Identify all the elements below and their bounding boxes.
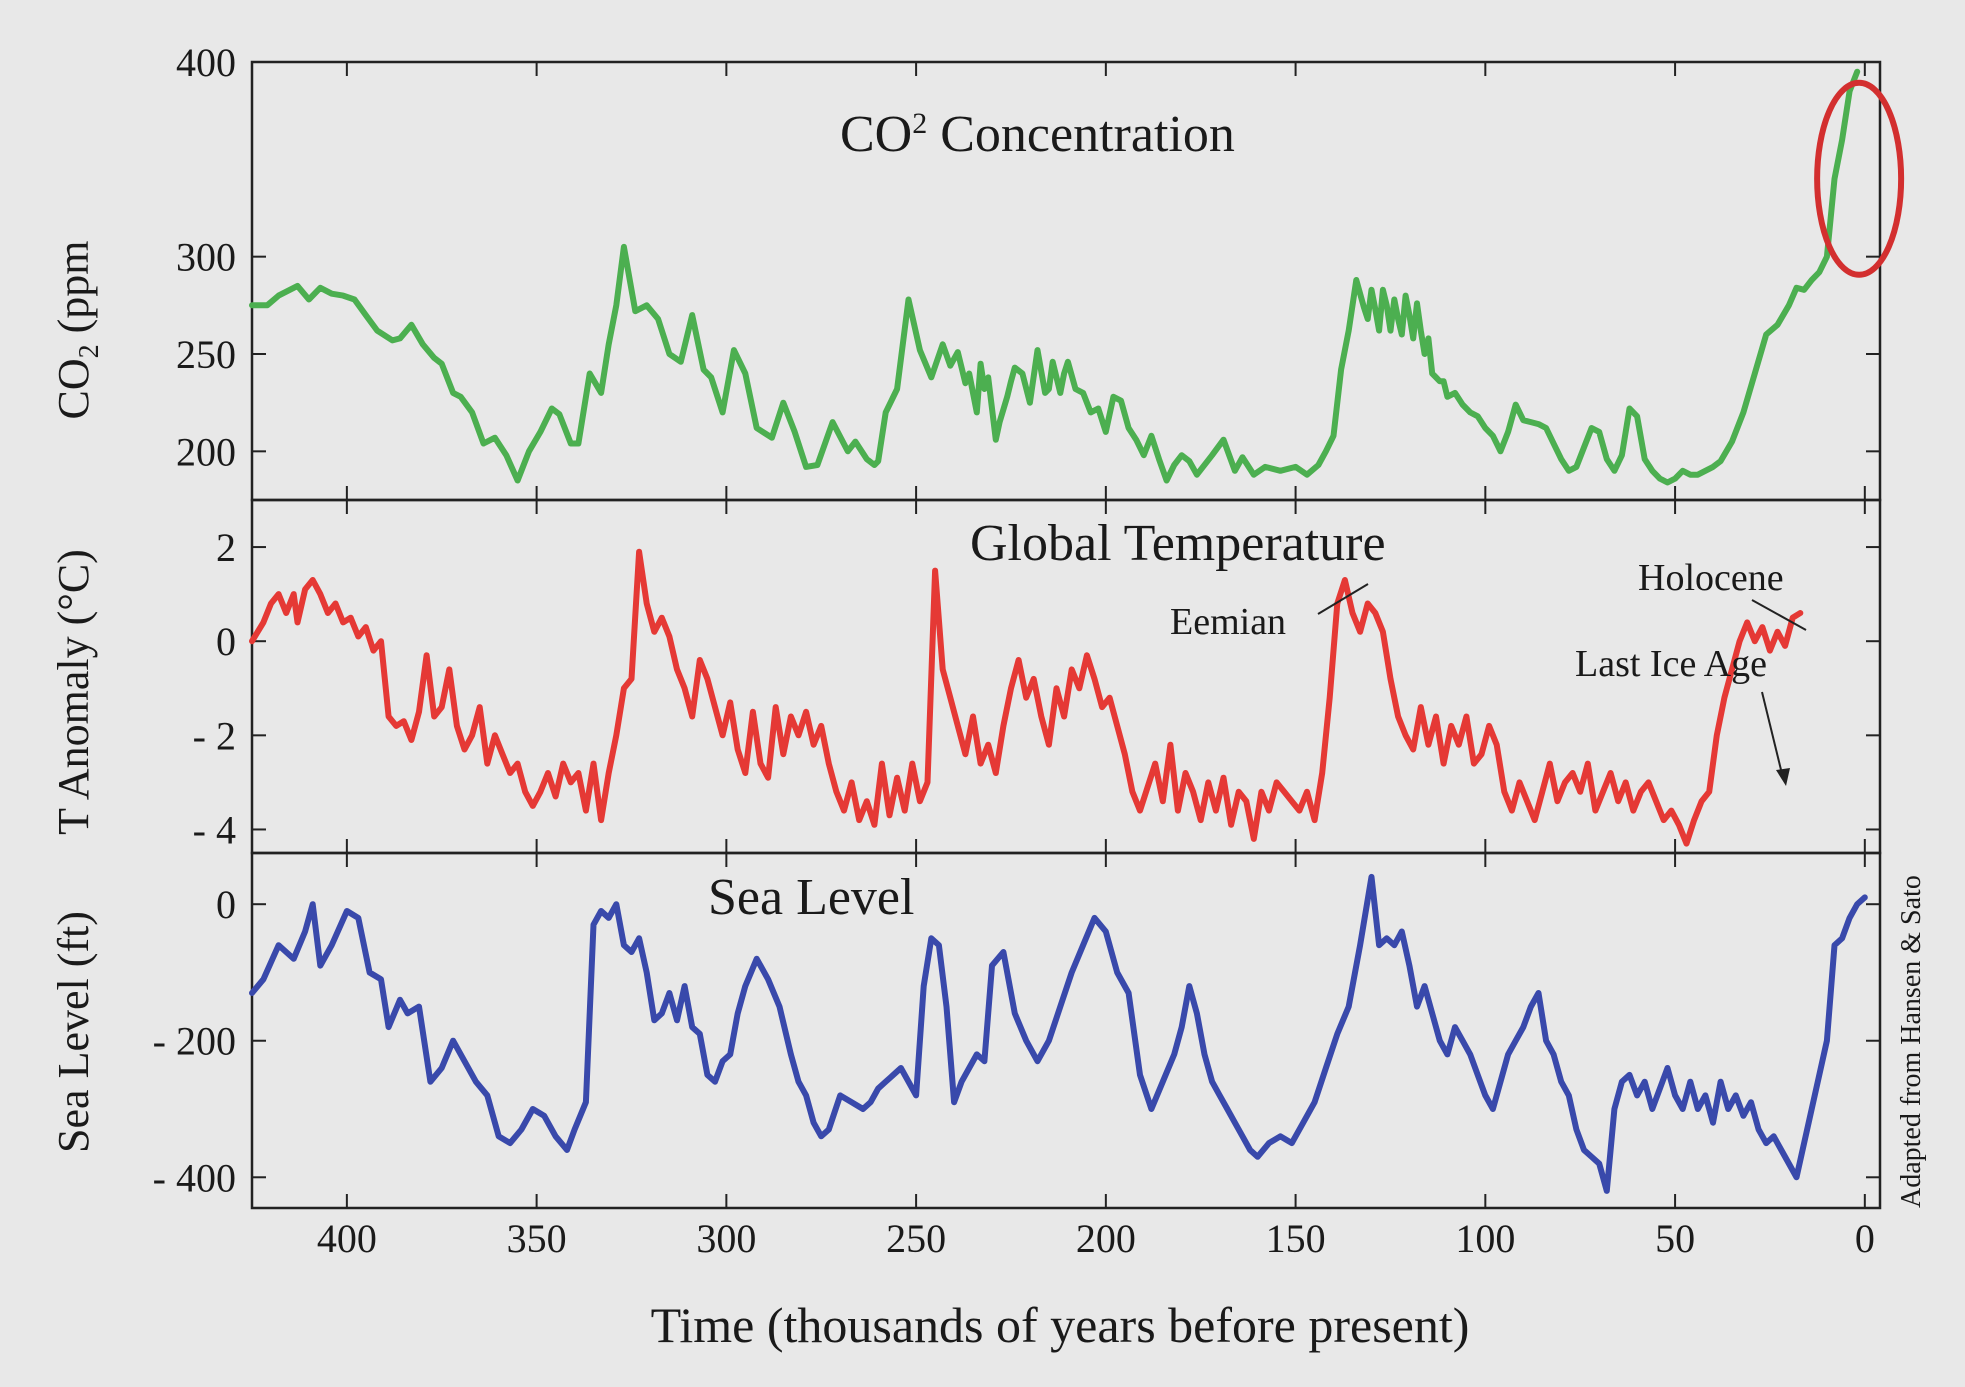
temperature-y-axis-label: T Anomaly (°C)	[49, 549, 98, 835]
annotation-last-ice-age-pointer	[1761, 691, 1784, 779]
sea_level-y-tick-label: - 400	[153, 1155, 236, 1200]
temperature-y-tick-label: - 4	[193, 807, 236, 852]
temperature-y-tick-label: 2	[216, 525, 236, 570]
co2-y-tick-label: 300	[176, 235, 236, 280]
sea_level-panel-frame	[250, 851, 1882, 1210]
co2-panel-title: CO2 Concentration	[840, 106, 1235, 163]
co2-y-tick-label: 400	[176, 40, 236, 85]
annotation-holocene: Holocene	[1638, 557, 1784, 599]
annotation-last-ice-age: Last Ice Age	[1575, 643, 1767, 685]
annotation-eemian-pointer	[1317, 583, 1369, 615]
x-tick-label: 250	[886, 1216, 946, 1261]
x-tick-label: 0	[1855, 1216, 1875, 1261]
sea_level-series-line	[249, 873, 1868, 1194]
co2-y-tick-label: 250	[176, 332, 236, 377]
x-axis-label: Time (thousands of years before present)	[651, 1297, 1470, 1353]
temperature-panel-title: Global Temperature	[970, 515, 1386, 572]
x-tick-label: 50	[1655, 1216, 1695, 1261]
sea_level-y-tick-label: - 200	[153, 1019, 236, 1064]
temperature-y-tick-label: 0	[216, 619, 236, 664]
sea-level-panel-title: Sea Level	[708, 869, 914, 926]
x-tick-label: 100	[1455, 1216, 1515, 1261]
co2-modern-highlight-ellipse	[1814, 79, 1905, 278]
sea_level-y-tick-label: 0	[216, 882, 236, 927]
co2-y-tick-label: 200	[176, 429, 236, 474]
annotation-holocene-pointer	[1751, 599, 1807, 631]
x-tick-label: 350	[507, 1216, 567, 1261]
temperature-y-tick-label: - 2	[193, 713, 236, 758]
x-tick-label: 150	[1266, 1216, 1326, 1261]
credit-text: Adapted from Hansen & Sato	[1896, 875, 1927, 1208]
sea-level-y-axis-label: Sea Level (ft)	[49, 911, 98, 1153]
annotation-last-ice-age-arrowhead	[1776, 768, 1790, 786]
co2-series-line	[249, 68, 1861, 486]
x-tick-label: 400	[317, 1216, 377, 1261]
x-tick-label: 200	[1076, 1216, 1136, 1261]
co2-y-axis-label: CO2 (ppm	[49, 240, 105, 419]
temperature-series-line	[249, 548, 1804, 847]
x-tick-label: 300	[696, 1216, 756, 1261]
annotation-eemian: Eemian	[1170, 601, 1286, 643]
